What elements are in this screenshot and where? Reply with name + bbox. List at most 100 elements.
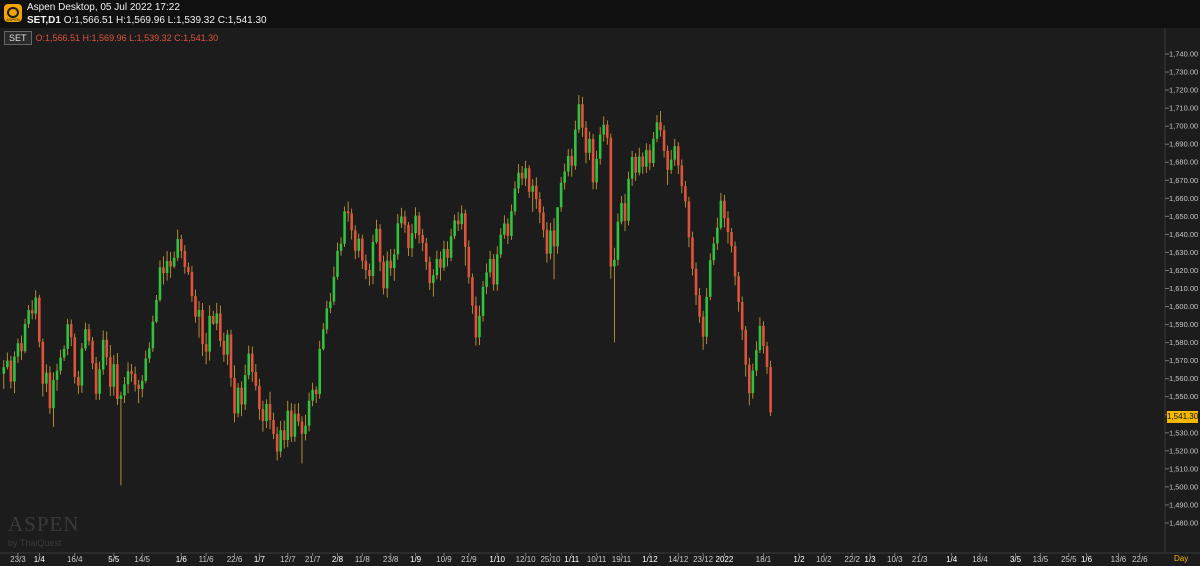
candle-up[interactable] [62,345,66,361]
candle-down[interactable] [417,211,421,244]
candle-up[interactable] [574,120,577,170]
candle-up[interactable] [148,342,151,363]
candle-down[interactable] [378,224,382,272]
candle-down[interactable] [694,262,698,305]
candle-down[interactable] [527,165,531,198]
candle-up[interactable] [400,207,403,228]
candle-up[interactable] [13,351,16,394]
candle-up[interactable] [123,377,126,404]
candle-up[interactable] [279,420,282,458]
candle-down[interactable] [446,241,449,267]
candle-down[interactable] [407,221,410,256]
candle-down[interactable] [389,249,393,276]
candle-down[interactable] [9,355,13,389]
candle-up[interactable] [577,94,581,134]
candle-up[interactable] [637,147,641,176]
candle-down[interactable] [747,357,751,406]
candle-down[interactable] [698,288,701,323]
candle-down[interactable] [684,180,687,208]
candle-up[interactable] [45,364,48,393]
candle-down[interactable] [545,222,549,263]
candle-up[interactable] [503,215,506,239]
candle-down[interactable] [765,341,769,374]
candle-up[interactable] [755,341,758,377]
candle-down[interactable] [272,412,275,440]
candle-down[interactable] [20,335,23,361]
candle-down[interactable] [201,303,204,357]
candle-up[interactable] [172,251,176,269]
candle-down[interactable] [733,241,737,286]
candle-up[interactable] [371,234,375,285]
candle-up[interactable] [598,127,602,165]
candle-up[interactable] [151,315,155,352]
time-axis[interactable]: 23/3 1/4 16/4 5/5 14/5 1/6 11/6 22/6 1/7 12/7 21/7… [10,553,1148,564]
candle-up[interactable] [705,288,708,345]
candle-up[interactable] [336,242,339,280]
candle-down[interactable] [723,194,726,228]
candle-up[interactable] [59,349,62,375]
candle-down[interactable] [662,125,666,158]
candle-down[interactable] [676,142,680,175]
candle-up[interactable] [215,302,219,331]
candle-down[interactable] [506,218,510,245]
candle-down[interactable] [37,294,41,348]
candle-down[interactable] [233,365,236,423]
candle-down[interactable] [737,271,740,312]
candle-up[interactable] [84,322,87,351]
candle-up[interactable] [286,400,290,448]
candle-down[interactable] [552,218,556,280]
candle-down[interactable] [169,251,172,278]
candle-up[interactable] [375,219,378,244]
candle-down[interactable] [382,255,385,295]
candle-up[interactable] [236,383,240,418]
candle-down[interactable] [211,310,215,325]
candle-down[interactable] [350,208,353,240]
candle-up[interactable] [6,352,9,370]
candle-up[interactable] [716,217,719,250]
candle-up[interactable] [307,392,311,432]
candle-up[interactable] [385,251,389,298]
candle-down[interactable] [591,133,595,190]
candle-down[interactable] [87,323,91,346]
candle-down[interactable] [108,345,112,396]
candle-up[interactable] [304,414,307,441]
candle-down[interactable] [581,96,584,137]
candle-up[interactable] [165,250,169,281]
candle-down[interactable] [740,296,744,341]
candle-down[interactable] [190,265,194,302]
candle-up[interactable] [126,362,130,394]
candle-up[interactable] [80,343,84,393]
candle-down[interactable] [570,148,574,177]
candle-up[interactable] [712,236,716,266]
candle-down[interactable] [183,245,187,274]
candle-down[interactable] [353,225,357,260]
candle-up[interactable] [669,150,673,174]
candle-up[interactable] [34,290,38,320]
candle-up[interactable] [485,263,488,295]
candle-down[interactable] [492,254,495,291]
candle-down[interactable] [258,378,261,420]
candle-down[interactable] [250,346,254,382]
candle-up[interactable] [410,223,414,257]
candle-down[interactable] [538,192,542,224]
price-axis[interactable]: 1,480.00 1,490.00 1,500.00 1,510.00 1,520.00… [1165,50,1198,528]
candle-up[interactable] [357,233,361,258]
candle-up[interactable] [16,338,20,363]
candle-down[interactable] [41,338,45,397]
candle-up[interactable] [559,177,563,212]
candle-up[interactable] [627,171,630,226]
candle-up[interactable] [392,248,396,281]
candle-up[interactable] [329,293,332,314]
candle-up[interactable] [758,317,762,354]
candle-up[interactable] [52,372,55,427]
candle-up[interactable] [510,204,513,240]
candle-up[interactable] [2,360,6,389]
candle-up[interactable] [197,301,201,338]
candle-up[interactable] [414,207,417,239]
candle-down[interactable] [691,231,694,276]
candle-down[interactable] [300,416,304,464]
candle-down[interactable] [687,196,691,248]
candle-down[interactable] [659,110,662,137]
candle-up[interactable] [27,304,30,328]
candle-down[interactable] [282,420,286,449]
